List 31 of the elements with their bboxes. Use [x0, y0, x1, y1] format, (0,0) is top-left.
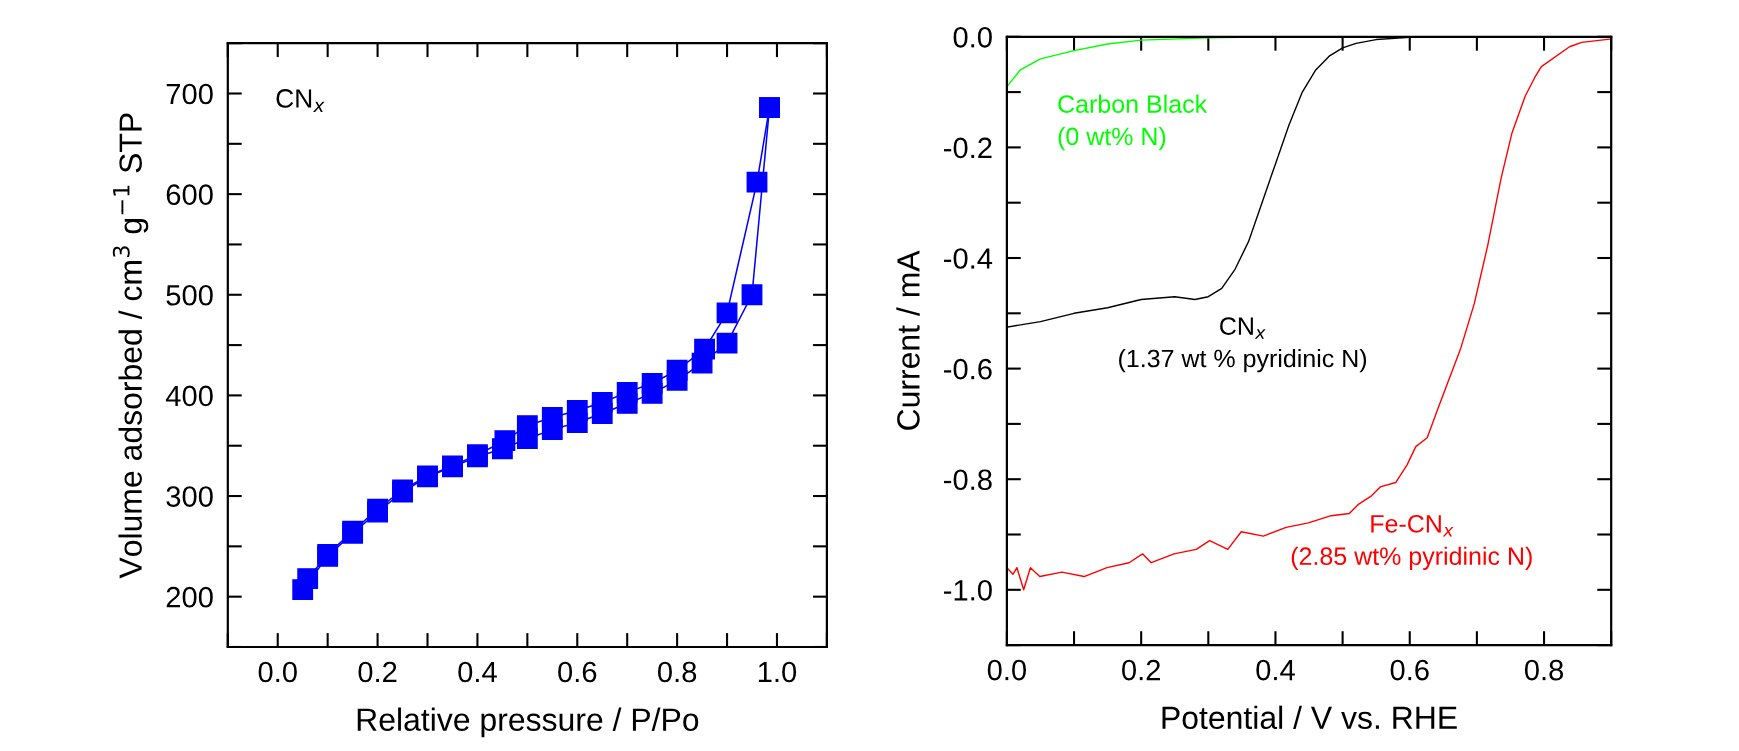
x-tick-label: 0.2	[1122, 659, 1160, 681]
y-tick-label: -0.6	[944, 358, 992, 380]
y-tick-label: 500	[166, 284, 213, 306]
series-label: Fe-CN$_{x}$ (2.85 wt% pyridinic N)	[1291, 514, 1532, 570]
x-tick-label: 0.2	[358, 661, 397, 683]
x-tick-label: 0.6	[1390, 659, 1429, 681]
x-tick-label: 1.0	[758, 661, 797, 683]
y-tick-label: -1.0	[944, 580, 992, 601]
y-axis-title: Current / mA	[896, 250, 920, 430]
annotation: CN$_{x}$	[276, 89, 325, 112]
x-tick-label: 0.4	[1256, 659, 1295, 681]
y-tick-label: 200	[166, 586, 213, 608]
y-tick-label: -0.4	[944, 248, 993, 269]
y-axis-title: Volume adsorbed / cm$^{3}$ g$^{−1}$ STP	[112, 113, 149, 579]
x-tick-label: 0.6	[558, 661, 597, 683]
x-tick-label: 0.8	[657, 661, 697, 683]
series-label: CN$_{x}$ (1.37 wt % pyridinic N)	[1119, 317, 1367, 373]
y-tick-label: 600	[166, 184, 213, 205]
y-tick-label: -0.2	[944, 137, 992, 159]
y-tick-label: 400	[165, 385, 213, 407]
series-label: Carbon Black (0 wt% N)	[1058, 94, 1208, 151]
y-tick-label: 0.0	[953, 27, 992, 48]
x-tick-label: 0.0	[987, 659, 1027, 681]
y-tick-label: 700	[166, 83, 213, 105]
x-tick-label: 0.8	[1524, 659, 1564, 681]
y-tick-label: 300	[166, 486, 213, 507]
x-tick-label: 0.4	[458, 661, 497, 683]
x-tick-label: 0.0	[258, 661, 297, 683]
x-axis-title: Relative pressure / P/Po	[357, 707, 699, 738]
y-tick-label: -0.8	[944, 469, 992, 491]
x-axis-title: Potential / V vs. RHE	[1162, 705, 1457, 730]
